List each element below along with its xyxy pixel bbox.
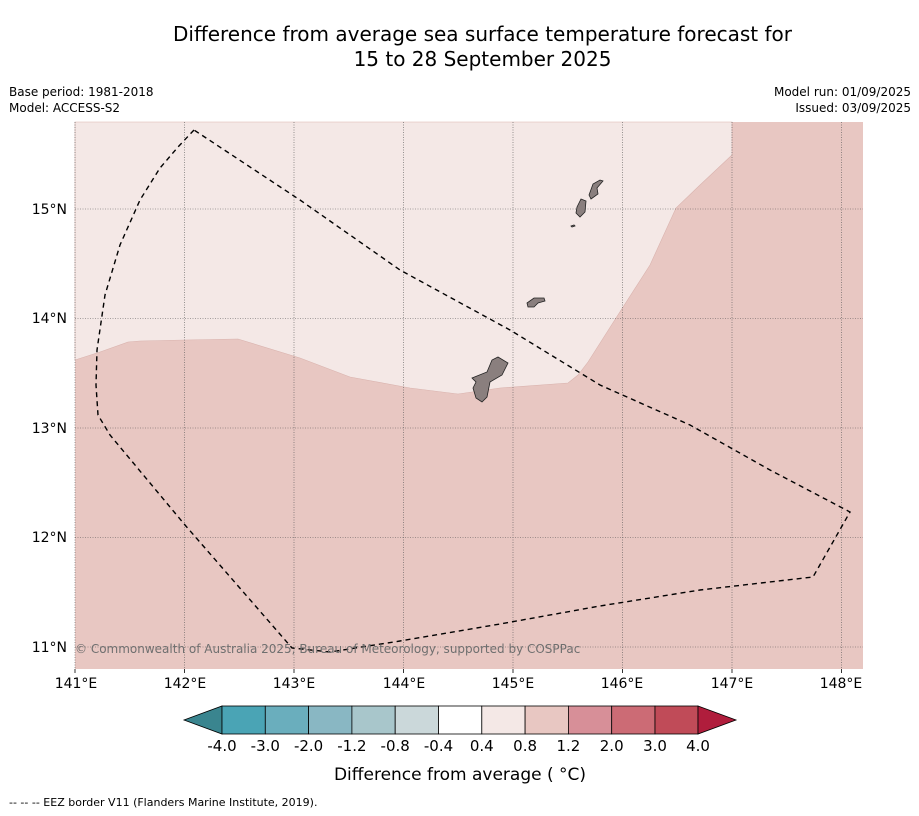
lon-label: 142°E bbox=[164, 676, 207, 692]
lon-label: 143°E bbox=[273, 676, 316, 692]
lon-label: 141°E bbox=[55, 676, 98, 692]
model-run: Model run: 01/09/2025 bbox=[773, 85, 911, 99]
colorbar-bin bbox=[481, 705, 526, 735]
colorbar-tick: -2.0 bbox=[294, 737, 323, 755]
lon-labels: 141°E 142°E 143°E 144°E 145°E 146°E 147°… bbox=[55, 676, 863, 692]
colorbar-tick: 0.4 bbox=[470, 737, 494, 755]
base-period: Base period: 1981-2018 bbox=[9, 85, 154, 99]
model-name: Model: ACCESS-S2 bbox=[9, 101, 121, 115]
colorbar-bin bbox=[524, 705, 569, 735]
eez-legend-footer: -- -- -- EEZ border V11 (Flanders Marine… bbox=[9, 796, 318, 809]
colorbar-bin bbox=[568, 705, 613, 735]
island-guam bbox=[471, 356, 509, 403]
colorbar-tick: 3.0 bbox=[643, 737, 667, 755]
colorbar-tick: -3.0 bbox=[251, 737, 280, 755]
colorbar-bin bbox=[438, 705, 483, 735]
colorbar-bin bbox=[308, 705, 353, 735]
title-line-2: 15 to 28 September 2025 bbox=[353, 47, 612, 71]
lon-label: 148°E bbox=[820, 676, 863, 692]
colorbar-bin bbox=[394, 705, 439, 735]
land-masses bbox=[471, 179, 604, 403]
colorbar-tick: -1.2 bbox=[337, 737, 366, 755]
issued-date: Issued: 03/09/2025 bbox=[795, 101, 911, 115]
colorbar-bin bbox=[351, 705, 396, 735]
copyright-text: © Commonwealth of Australia 2025, Bureau… bbox=[75, 642, 580, 656]
lat-label: 11°N bbox=[32, 640, 67, 656]
lon-label: 145°E bbox=[492, 676, 535, 692]
lon-label: 144°E bbox=[383, 676, 426, 692]
island-rota bbox=[526, 297, 546, 308]
island-aguijan bbox=[570, 224, 576, 228]
colorbar-tick: 0.8 bbox=[513, 737, 537, 755]
colorbar-tick: 1.2 bbox=[556, 737, 580, 755]
colorbar-title: Difference from average ( °C) bbox=[334, 765, 586, 785]
colorbar-tick: 2.0 bbox=[600, 737, 624, 755]
lat-label: 13°N bbox=[32, 421, 67, 437]
lat-label: 14°N bbox=[32, 311, 67, 327]
island-saipan bbox=[588, 179, 604, 200]
colorbar-over bbox=[697, 705, 738, 735]
axis-ticks bbox=[74, 669, 842, 673]
eez-border bbox=[95, 129, 851, 653]
colorbar bbox=[182, 705, 738, 735]
colorbar-tick: 4.0 bbox=[686, 737, 710, 755]
graticule bbox=[74, 122, 863, 669]
colorbar-bin bbox=[611, 705, 656, 735]
meta-left: Base period: 1981-2018 Model: ACCESS-S2 bbox=[9, 84, 154, 116]
meta-right: Model run: 01/09/2025 Issued: 03/09/2025 bbox=[774, 84, 911, 116]
colorbar-under bbox=[182, 705, 223, 735]
lon-label: 147°E bbox=[711, 676, 754, 692]
colorbar-tick: -0.4 bbox=[424, 737, 453, 755]
colorbar-ticks: -4.0 -3.0 -2.0 -1.2 -0.8 -0.4 0.4 0.8 1.… bbox=[207, 737, 710, 755]
colorbar-bin bbox=[221, 705, 266, 735]
lat-label: 12°N bbox=[32, 530, 67, 546]
lon-label: 146°E bbox=[601, 676, 644, 692]
colorbar-bin bbox=[264, 705, 309, 735]
island-tinian bbox=[575, 198, 587, 218]
lat-labels: 11°N 12°N 13°N 14°N 15°N bbox=[32, 202, 67, 656]
lat-label: 15°N bbox=[32, 202, 67, 218]
colorbar-bin bbox=[654, 705, 699, 735]
map-title: Difference from average sea surface temp… bbox=[140, 22, 825, 72]
colorbar-tick: -0.8 bbox=[381, 737, 410, 755]
colorbar-tick: -4.0 bbox=[207, 737, 236, 755]
title-line-1: Difference from average sea surface temp… bbox=[172, 22, 792, 46]
